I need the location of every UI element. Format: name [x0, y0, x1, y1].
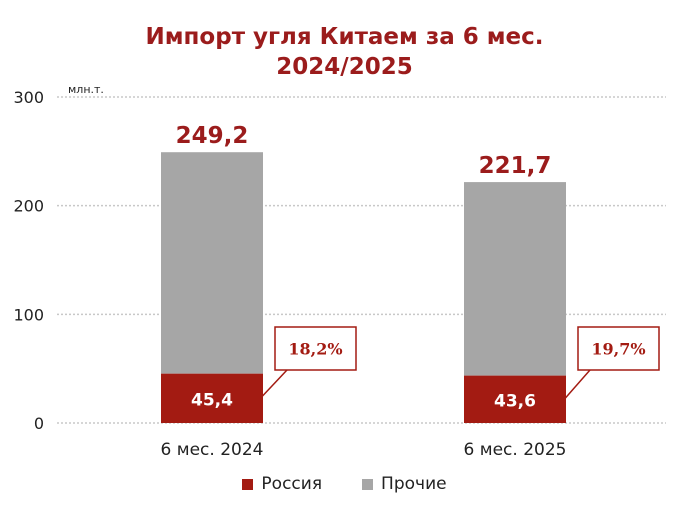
share-callout-leader — [563, 369, 591, 401]
y-tick-label: 100 — [13, 305, 44, 324]
share-callout-box — [274, 326, 357, 371]
x-category-label: 6 мес. 2024 — [161, 440, 264, 460]
bar-total-label: 249,2 — [176, 123, 249, 149]
chart-title-line-1: Импорт угля Китаем за 6 мес. — [145, 24, 544, 50]
bar-russia-segment — [464, 375, 566, 423]
x-category-label: 6 мес. 2025 — [464, 440, 567, 460]
y-tick-label: 0 — [34, 414, 44, 433]
share-callout-box — [577, 326, 660, 371]
legend-label-russia: Россия — [261, 474, 323, 494]
legend-label-other: Прочие — [381, 474, 447, 494]
legend-swatch-russia — [242, 478, 254, 490]
bar-russia-segment — [161, 373, 263, 423]
bar-russia-value-label: 43,6 — [494, 391, 536, 411]
share-callout-label: 18,2% — [288, 340, 342, 359]
legend-swatch-other — [362, 478, 374, 490]
share-callout-label: 19,7% — [591, 340, 645, 359]
bar-other-segment — [161, 152, 263, 374]
legend-item-other: Прочие — [362, 474, 447, 494]
share-callout-leader — [260, 369, 288, 399]
y-tick-label: 300 — [13, 88, 44, 107]
y-unit-label: млн.т. — [68, 83, 104, 96]
legend-item-russia: Россия — [242, 474, 322, 494]
chart-title: Импорт угля Китаем за 6 мес. 2024/2025 — [0, 22, 689, 82]
chart-legend: Россия Прочие — [0, 474, 689, 494]
chart-title-line-2: 2024/2025 — [276, 54, 413, 80]
bar-total-label: 221,7 — [479, 153, 552, 179]
bar-russia-value-label: 45,4 — [191, 390, 233, 410]
bar-other-segment — [464, 182, 566, 376]
y-tick-label: 200 — [13, 197, 44, 216]
